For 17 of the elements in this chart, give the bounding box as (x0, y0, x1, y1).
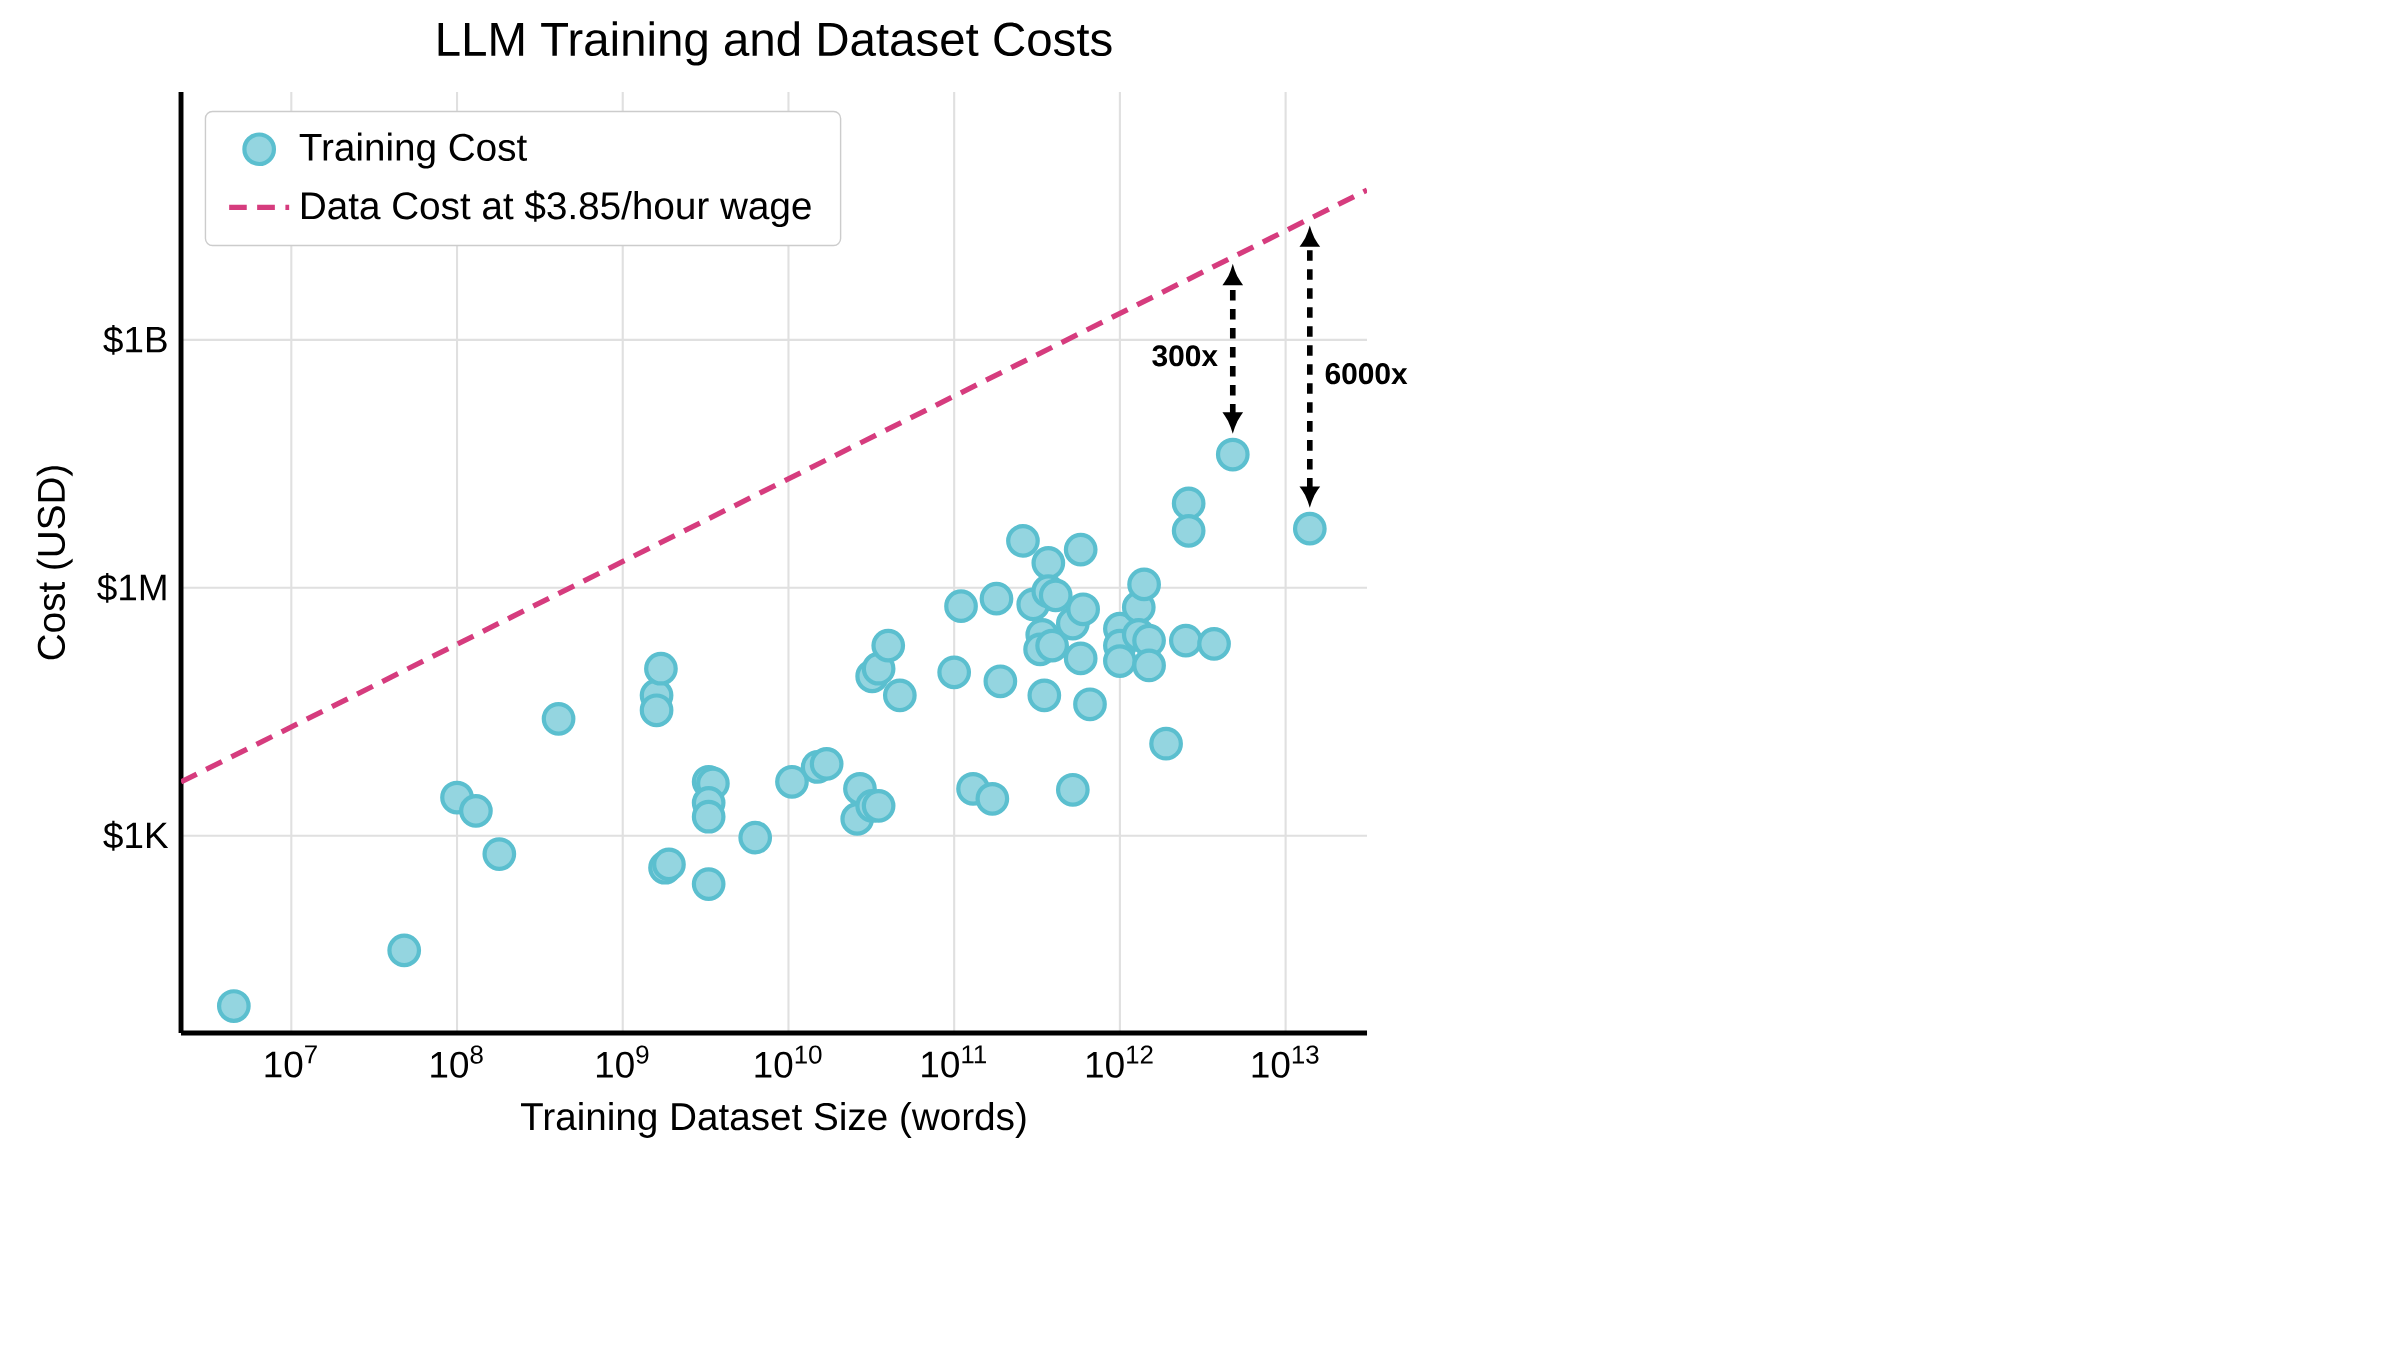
legend-label: Training Cost (299, 132, 527, 169)
y-tick-label: $1B (103, 325, 167, 355)
annotation: 6000x (1325, 363, 1408, 385)
legend-label: Data Cost at $3.85/hour wage (302, 190, 811, 228)
x-axis-title: Training Dataset Size (words) (521, 1101, 1026, 1138)
x-tick-label: 10$^{13}$ (1252, 1045, 1319, 1078)
chart-title: LLM Training and Dataset Costs (438, 21, 1112, 66)
x-tick-label: 10$^{7}$ (265, 1045, 317, 1078)
y-tick-label: $1K (103, 820, 169, 851)
x-tick-label: 10$^{12}$ (1086, 1045, 1153, 1078)
x-tick-label: 10$^{11}$ (922, 1045, 986, 1078)
x-tick-label: 10$^{10}$ (755, 1045, 822, 1078)
y-axis-title: Cost (USD) (36, 466, 73, 660)
x-tick-label: 10$^{8}$ (431, 1045, 483, 1078)
x-tick-label: 10$^{9}$ (596, 1045, 649, 1078)
y-tick-label: $1M (97, 572, 166, 603)
annotation: 300x (1152, 345, 1218, 367)
